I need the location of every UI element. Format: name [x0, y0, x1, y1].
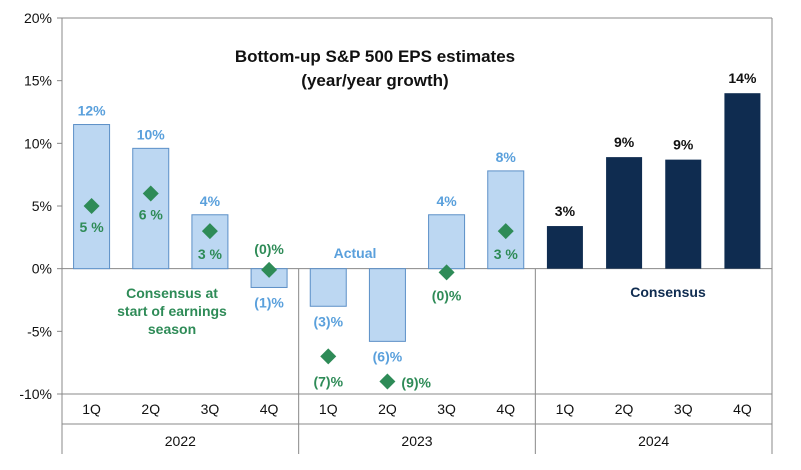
data-label-consensus-start: 3 %: [494, 246, 519, 262]
data-label-consensus-start: 6 %: [139, 206, 164, 222]
y-tick-label: 10%: [24, 135, 52, 151]
data-label-consensus-start: 3 %: [198, 246, 223, 262]
annotation-consensus: Consensus: [630, 284, 706, 300]
y-tick-label: 5%: [32, 198, 52, 214]
x-tick-label: 3Q: [437, 401, 456, 417]
bar-actual: [310, 269, 346, 307]
data-label-consensus-start: (7)%: [313, 373, 343, 389]
x-tick-label: 3Q: [201, 401, 220, 417]
annotation-consensus-start-line2: start of earnings: [117, 303, 227, 319]
x-tick-label: 4Q: [260, 401, 279, 417]
y-tick-label: 15%: [24, 73, 52, 89]
chart-title: Bottom-up S&P 500 EPS estimates: [235, 47, 515, 66]
data-label-actual: (6)%: [373, 348, 403, 364]
data-label-consensus: 3%: [555, 203, 576, 219]
bar-consensus: [547, 226, 583, 269]
data-label-actual: 4%: [200, 193, 221, 209]
chart-subtitle: (year/year growth): [301, 71, 448, 90]
bar-actual: [74, 125, 110, 269]
data-label-consensus-start: 5 %: [80, 219, 105, 235]
y-tick-label: -10%: [19, 386, 52, 402]
bar-actual: [369, 269, 405, 342]
data-label-actual: (3)%: [313, 313, 343, 329]
bar-consensus: [665, 160, 701, 269]
eps-growth-chart: -10% -5% 0% 5% 10% 15% 20% 1Q 2Q 3Q 4Q 1Q 2Q 3Q 4Q 1Q 2Q…: [0, 0, 801, 470]
bar-consensus: [724, 93, 760, 268]
x-tick-label: 2Q: [615, 401, 634, 417]
data-label-actual: (1)%: [254, 294, 284, 310]
data-label-consensus-start: (0)%: [254, 241, 284, 257]
year-label: 2022: [165, 433, 196, 449]
y-tick-label: 0%: [32, 261, 52, 277]
annotation-consensus-start-line3: season: [148, 321, 196, 337]
bar-consensus: [606, 157, 642, 269]
y-tick-label: 20%: [24, 10, 52, 26]
data-label-actual: 12%: [78, 103, 107, 119]
data-label-consensus-start: (9)%: [401, 374, 431, 390]
x-tick-label: 1Q: [82, 401, 101, 417]
year-label: 2023: [401, 433, 432, 449]
year-label: 2024: [638, 433, 669, 449]
data-label-consensus: 9%: [614, 134, 635, 150]
x-tick-label: 2Q: [141, 401, 160, 417]
data-label-consensus-start: (0)%: [432, 287, 462, 303]
x-tick-label: 1Q: [319, 401, 338, 417]
annotation-actual: Actual: [334, 245, 377, 261]
data-label-consensus: 9%: [673, 137, 694, 153]
data-label-actual: 4%: [436, 193, 457, 209]
x-tick-label: 2Q: [378, 401, 397, 417]
x-tick-label: 4Q: [496, 401, 515, 417]
data-label-consensus: 14%: [728, 70, 757, 86]
bar-actual: [429, 215, 465, 269]
data-label-actual: 10%: [137, 126, 166, 142]
x-tick-label: 1Q: [556, 401, 575, 417]
x-tick-label: 4Q: [733, 401, 752, 417]
annotation-consensus-start-line1: Consensus at: [126, 285, 218, 301]
y-tick-label: -5%: [27, 323, 52, 339]
x-tick-label: 3Q: [674, 401, 693, 417]
data-label-actual: 8%: [496, 149, 517, 165]
